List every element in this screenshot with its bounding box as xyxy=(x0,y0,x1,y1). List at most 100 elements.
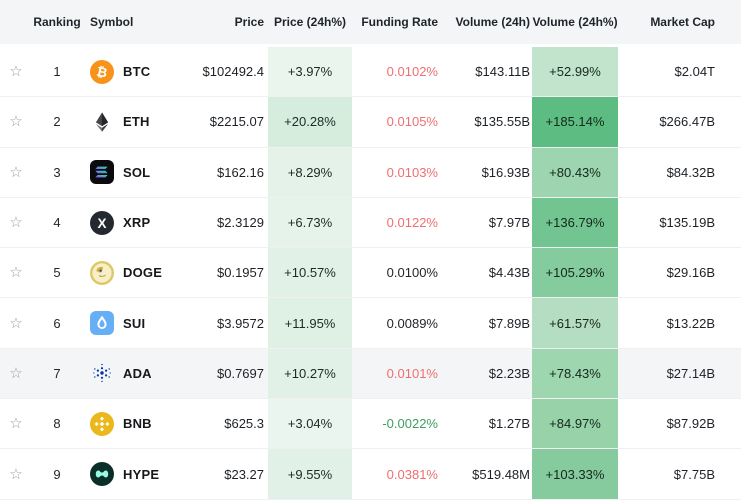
volume-value: $135.55B xyxy=(474,114,530,130)
svg-text:X: X xyxy=(97,215,106,230)
symbol-cell[interactable]: SOL xyxy=(82,148,202,197)
favorite-star-icon[interactable]: ☆ xyxy=(9,63,23,81)
favorite-star-icon[interactable]: ☆ xyxy=(9,465,23,483)
ranking-value: 5 xyxy=(53,265,61,281)
volume-change-value: +52.99% xyxy=(532,47,618,97)
ranking-value: 6 xyxy=(53,315,61,331)
table-row[interactable]: ☆ 2 ETH $2215.07 +20.28% 0.0105% $135.55… xyxy=(0,97,741,148)
volume-change-value: +84.97% xyxy=(532,399,618,449)
volume-change-value: +185.14% xyxy=(532,97,618,147)
funding-rate-value: 0.0102% xyxy=(386,64,438,80)
symbol-label: BNB xyxy=(123,416,152,432)
symbol-cell[interactable]: ₿ BTC xyxy=(82,47,202,96)
market-cap-value: $266.47B xyxy=(659,114,715,130)
doge-icon xyxy=(90,260,114,285)
volume-value: $7.97B xyxy=(488,215,530,231)
price-change-value: +6.73% xyxy=(268,197,352,248)
table-row[interactable]: ☆ 4 X XRP $2.3129 +6.73% 0.0122% $7.97B … xyxy=(0,197,741,249)
hype-icon xyxy=(90,462,114,487)
symbol-cell[interactable]: BNB xyxy=(82,399,202,448)
header-ranking: Ranking xyxy=(33,15,81,29)
volume-value: $2.23B xyxy=(488,365,530,381)
funding-rate-value: 0.0101% xyxy=(386,365,438,381)
header-price: Price xyxy=(234,15,264,29)
symbol-cell[interactable]: DOGE xyxy=(82,248,202,297)
svg-text:₿: ₿ xyxy=(95,64,108,81)
header-volume: Volume (24h) xyxy=(455,15,530,29)
symbol-cell[interactable]: ADA xyxy=(82,349,202,398)
market-cap-value: $13.22B xyxy=(666,315,715,331)
price-value: $2215.07 xyxy=(209,114,264,130)
table-row[interactable]: ☆ 3 SOL $162.16 +8.29% 0.0103% $16.93B +… xyxy=(0,147,741,198)
price-change-value: +20.28% xyxy=(268,97,352,147)
table-header: Ranking Symbol Price Price (24h%) Fundin… xyxy=(0,0,741,44)
table-row[interactable]: ☆ 7 ADA $0.7697 +10.27% 0.0101% $2.23B +… xyxy=(0,348,741,400)
symbol-cell[interactable]: SUI xyxy=(82,298,202,347)
table-row[interactable]: ☆ 8 BNB $625.3 +3.04% -0.0022% $1.27B +8… xyxy=(0,399,741,450)
sol-icon xyxy=(90,160,114,185)
table-row[interactable]: ☆ 1 ₿ BTC $102492.4 +3.97% 0.0102% $143.… xyxy=(0,47,741,98)
table-row[interactable]: ☆ 9 HYPE $23.27 +9.55% 0.0381% $519.48M … xyxy=(0,449,741,500)
symbol-label: HYPE xyxy=(123,466,160,482)
price-value: $625.3 xyxy=(224,416,264,432)
ranking-value: 3 xyxy=(53,164,61,180)
btc-icon: ₿ xyxy=(90,59,114,84)
favorite-star-icon[interactable]: ☆ xyxy=(9,264,23,282)
symbol-label: DOGE xyxy=(123,265,163,281)
header-favorite xyxy=(0,0,32,44)
market-cap-value: $7.75B xyxy=(673,466,715,482)
header-market-cap: Market Cap xyxy=(650,15,715,29)
market-cap-value: $84.32B xyxy=(666,164,715,180)
price-change-value: +11.95% xyxy=(268,298,352,348)
ada-icon xyxy=(90,361,114,385)
favorite-star-icon[interactable]: ☆ xyxy=(9,415,23,433)
bnb-icon xyxy=(90,411,114,436)
funding-rate-value: 0.0100% xyxy=(386,265,438,281)
header-funding-rate: Funding Rate xyxy=(361,15,438,29)
price-value: $0.7697 xyxy=(217,365,264,381)
volume-value: $7.89B xyxy=(488,315,530,331)
price-change-value: +8.29% xyxy=(268,147,352,197)
funding-rate-value: 0.0089% xyxy=(386,315,438,331)
price-change-value: +9.55% xyxy=(268,449,352,499)
volume-value: $4.43B xyxy=(488,265,530,281)
table-row[interactable]: ☆ 6 SUI $3.9572 +11.95% 0.0089% $7.89B +… xyxy=(0,298,741,349)
sui-icon xyxy=(90,311,114,336)
market-cap-value: $2.04T xyxy=(674,64,715,80)
favorite-star-icon[interactable]: ☆ xyxy=(9,163,23,181)
ranking-value: 8 xyxy=(53,416,61,432)
favorite-star-icon[interactable]: ☆ xyxy=(9,113,23,131)
volume-value: $1.27B xyxy=(488,416,530,432)
market-cap-value: $27.14B xyxy=(666,365,715,381)
header-price-change: Price (24h%) xyxy=(273,15,347,29)
price-value: $102492.4 xyxy=(202,64,264,80)
volume-change-value: +61.57% xyxy=(532,298,618,348)
volume-value: $16.93B xyxy=(481,164,530,180)
volume-change-value: +80.43% xyxy=(532,147,618,197)
eth-icon xyxy=(90,110,114,134)
ranking-value: 2 xyxy=(53,114,61,130)
volume-value: $519.48M xyxy=(472,466,530,482)
volume-value: $143.11B xyxy=(475,64,530,80)
table-row[interactable]: ☆ 5 DOGE $0.1957 +10.57% 0.0100% $4.43B … xyxy=(0,248,741,299)
symbol-cell[interactable]: ETH xyxy=(82,97,202,146)
favorite-star-icon[interactable]: ☆ xyxy=(9,314,23,332)
symbol-cell[interactable]: HYPE xyxy=(82,449,202,498)
price-value: $3.9572 xyxy=(217,315,264,331)
crypto-table-body: ☆ 1 ₿ BTC $102492.4 +3.97% 0.0102% $143.… xyxy=(0,47,741,500)
favorite-star-icon[interactable]: ☆ xyxy=(9,214,23,232)
symbol-cell[interactable]: X XRP xyxy=(82,198,202,247)
price-change-value: +3.97% xyxy=(268,47,352,97)
symbol-label: SUI xyxy=(123,315,146,331)
header-symbol: Symbol xyxy=(90,15,134,29)
favorite-star-icon[interactable]: ☆ xyxy=(9,364,23,382)
ranking-value: 1 xyxy=(53,64,61,80)
funding-rate-value: 0.0103% xyxy=(386,164,438,180)
volume-change-value: +105.29% xyxy=(532,248,618,298)
price-change-value: +10.27% xyxy=(268,348,352,399)
symbol-label: BTC xyxy=(123,64,151,80)
xrp-icon: X xyxy=(90,210,114,235)
funding-rate-value: 0.0381% xyxy=(386,466,438,482)
funding-rate-value: 0.0122% xyxy=(386,215,438,231)
price-value: $162.16 xyxy=(217,164,264,180)
